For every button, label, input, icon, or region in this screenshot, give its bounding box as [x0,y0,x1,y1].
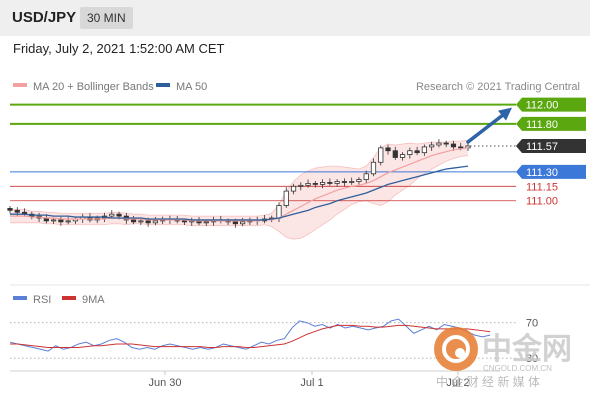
rsi-panel: 70 30 [9,318,538,365]
rsi-ma-legend-swatch [62,296,76,300]
rsi-legend-swatch [13,296,27,300]
candle-body [283,190,289,206]
rsi-legend: RSI 9MA [13,294,105,306]
level-tag-111.80 [516,116,586,131]
candle-body [363,173,369,180]
candle-body [312,183,318,185]
candle-body [298,184,304,187]
candle-body [349,181,355,183]
candle-body [232,221,238,225]
x-tick-label: Jul 2 [446,377,469,389]
level-label-111.80: 111.80 [526,119,558,131]
rsi-line [9,318,491,352]
ma50-legend-swatch [156,83,170,87]
price-levels [10,103,516,202]
timeframe-button[interactable]: 30 MIN [80,7,133,29]
candle-body [305,183,311,186]
candle-body [138,220,144,223]
level-label-111.57: 111.57 [526,141,558,153]
rsi-ma-legend-label: 9MA [82,294,105,306]
bollinger-legend-label: MA 20 + Bollinger Bands [33,81,154,93]
level-tag-112.00 [516,97,586,112]
candle-body [152,220,158,224]
candle-body [130,219,137,223]
level-label-112.00: 112.00 [526,100,559,112]
candle-body [51,219,57,222]
candle-body [334,181,340,184]
ma50-legend-label: MA 50 [176,81,207,93]
level-labels: 112.00 111.80 111.57 111.30 111.15 111.00 [516,97,586,208]
forecast-arrow-head [498,107,512,121]
x-tick-label: Jun 30 [148,377,181,389]
bollinger-upper-band [10,139,469,217]
candle-body [14,209,20,213]
watermark: 中金网 CNGOLD.COM.CN 中 金 财 经 新 媒 体 [434,327,572,389]
watermark-tagline: 中 金 财 经 新 媒 体 [436,374,540,389]
watermark-site: CNGOLD.COM.CN [483,364,552,373]
candle-body [458,146,464,149]
chart-header: USD/JPY 30 MIN [0,0,590,36]
bollinger-band-fill [10,140,468,240]
rsi-ma-line [10,324,491,349]
bollinger-legend-swatch [13,83,27,87]
candle-body [450,143,457,148]
x-tick-label: Jul 1 [300,377,323,389]
candle-body [385,147,391,152]
candle-body [203,221,209,224]
candle-body [392,150,398,158]
level-tag-111.57 [516,138,586,153]
candle-body [240,221,246,225]
forecast-arrow-shaft [466,110,508,144]
candle-body [327,182,333,184]
candle-body [276,205,282,219]
candle-body [356,179,362,182]
level-label-111.00: 111.00 [526,196,558,208]
watermark-logo-icon [434,327,478,371]
rsi-tick-30: 30 [526,353,538,365]
level-tag-111.30 [516,164,586,179]
candle-body [443,142,449,145]
level-label-111.15: 111.15 [526,181,558,193]
symbol-label: USD/JPY [12,9,77,26]
level-label-111.30: 111.30 [526,167,558,179]
price-legend: MA 20 + Bollinger Bands MA 50 Research ©… [13,81,580,93]
forecast-arrow [466,107,512,144]
candle-body [370,161,377,175]
watermark-brand: 中金网 [482,332,572,366]
candle-body [399,154,406,158]
candle-body [145,220,151,224]
candle-body [414,150,420,154]
candle-body [407,150,413,155]
moving-averages [10,147,469,222]
research-credit: Research © 2021 Trading Central [416,81,580,93]
candle-body [58,219,64,223]
ma50-line [10,165,469,221]
candle-body [421,146,427,154]
candle-body [378,147,384,163]
candle-body [436,142,442,146]
ma20-line [10,147,469,222]
candle-body [341,181,348,183]
bollinger-bands [10,139,469,240]
candle-body [109,213,115,217]
candle-body [181,220,188,223]
candle-body [116,213,122,217]
rsi-tick-70: 70 [526,318,538,330]
candle-body [290,185,297,192]
bollinger-lower-band [10,155,469,240]
candle-body [65,220,71,223]
candle-body [429,144,435,148]
watermark-logo-ring [442,335,470,363]
price-candles [7,139,471,228]
x-axis: Jun 30 Jul 1 Jul 2 [148,371,470,389]
candle-body [7,208,13,211]
candle-body [320,182,326,185]
rsi-legend-label: RSI [33,294,51,306]
chart-datetime: Friday, July 2, 2021 1:52:00 AM CET [13,41,225,56]
watermark-logo-dot [455,348,465,358]
